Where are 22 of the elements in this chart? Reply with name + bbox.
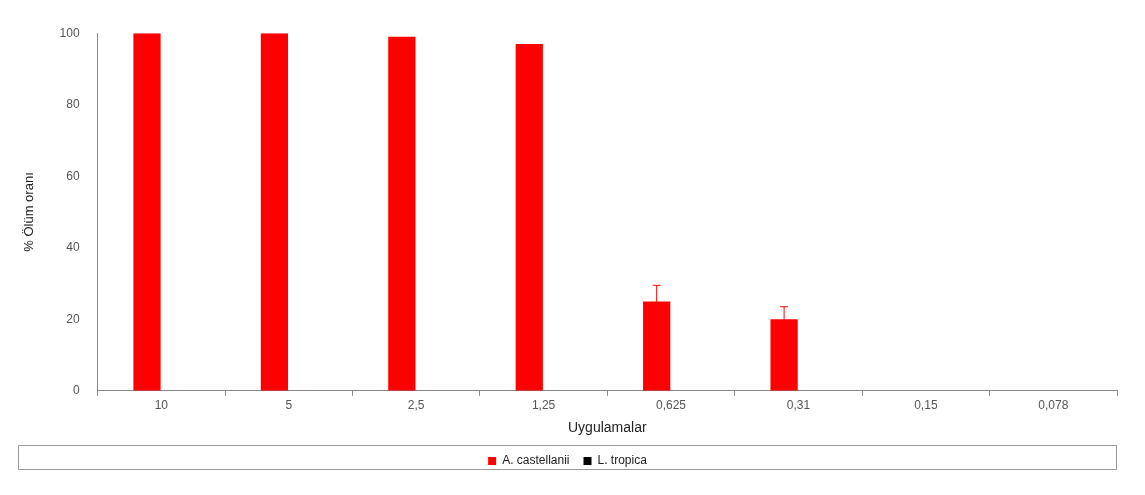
x-tick-label: 1,25 bbox=[531, 398, 556, 413]
x-tick-label: 10 bbox=[154, 398, 169, 413]
y-tick-label: 80 bbox=[66, 97, 80, 112]
y-tick-label: 40 bbox=[66, 240, 80, 255]
x-tick-label: 2,5 bbox=[407, 398, 425, 413]
bar bbox=[515, 43, 543, 391]
legend-label: A. castellanii bbox=[502, 453, 570, 468]
x-tick-label: 0,15 bbox=[914, 398, 938, 413]
y-tick-label: 0 bbox=[72, 383, 80, 398]
bar bbox=[388, 36, 416, 391]
x-axis-title: Uygulamalar bbox=[568, 419, 647, 436]
y-tick-label: 100 bbox=[59, 25, 80, 40]
bar bbox=[133, 33, 161, 391]
y-axis-title: % Ölüm oranı bbox=[21, 172, 37, 252]
legend-label: L. tropica bbox=[597, 453, 648, 468]
x-tick-label: 0,625 bbox=[656, 398, 687, 413]
y-tick-label: 20 bbox=[66, 311, 80, 326]
x-tick-label: 0,31 bbox=[786, 398, 811, 413]
x-tick-label: 5 bbox=[285, 398, 293, 413]
bar bbox=[260, 33, 289, 391]
y-tick-label: 60 bbox=[66, 168, 80, 183]
x-tick-label: 0,078 bbox=[1038, 398, 1069, 413]
